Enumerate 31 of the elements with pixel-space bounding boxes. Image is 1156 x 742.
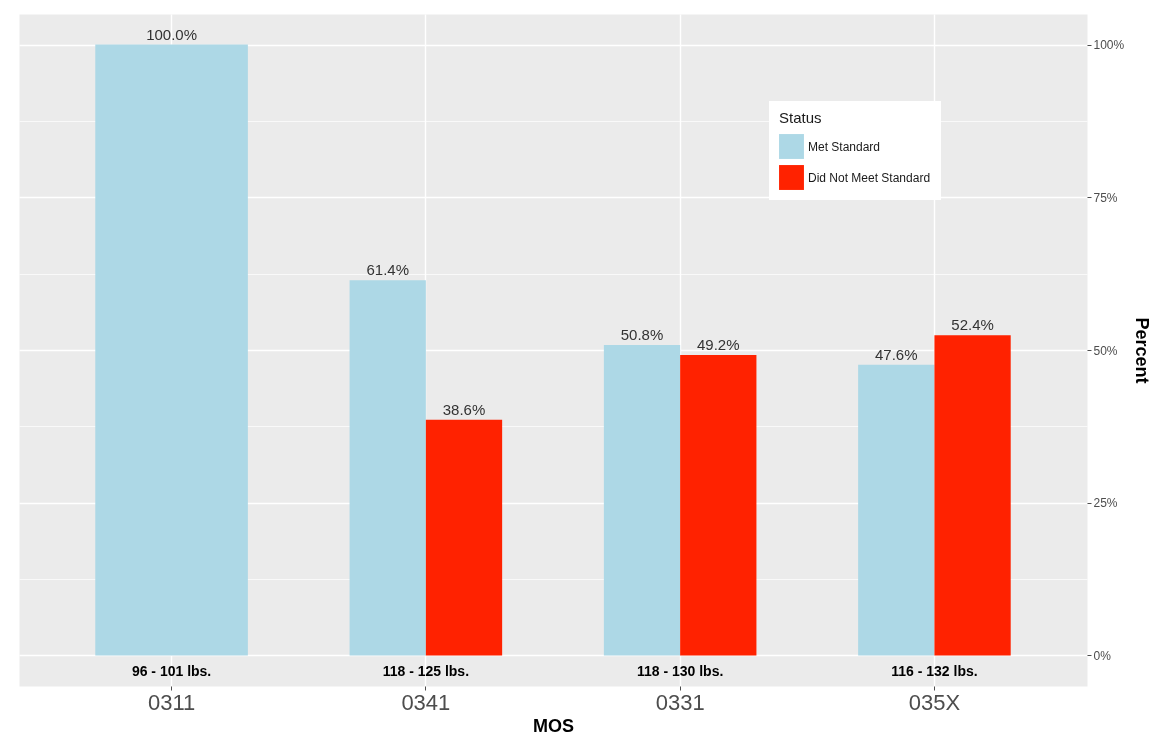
- x-tick-label: 0331: [655, 689, 705, 715]
- annotation: 118 - 125 lbs.: [382, 663, 470, 679]
- bar: [603, 345, 681, 656]
- y-tick-label: 100%: [1093, 38, 1125, 53]
- x-axis-title: MOS: [532, 715, 575, 736]
- y-tick-label: 25%: [1093, 496, 1118, 511]
- y-axis-title: Percent: [1132, 317, 1153, 384]
- bar: [349, 280, 426, 656]
- bar: [425, 419, 503, 656]
- bar: [934, 335, 1011, 656]
- data-label: 100.0%: [146, 25, 198, 43]
- annotation: 96 - 101 lbs.: [131, 663, 212, 679]
- y-tick-label: 50%: [1093, 343, 1118, 358]
- data-label: 61.4%: [366, 261, 409, 279]
- x-tick-label: 0311: [147, 689, 196, 715]
- data-label: 49.2%: [697, 335, 740, 353]
- x-tick-label: 0341: [401, 689, 451, 715]
- data-label: 47.6%: [875, 345, 918, 363]
- y-tick-label: 0%: [1093, 648, 1112, 663]
- legend-label: Did Not Meet Standard: [808, 170, 931, 185]
- bar: [680, 354, 757, 656]
- data-label: 38.6%: [442, 400, 486, 418]
- annotation: 116 - 132 lbs.: [891, 663, 978, 679]
- data-label: 50.8%: [620, 326, 664, 344]
- bar: [858, 364, 935, 656]
- y-tick-label: 75%: [1093, 190, 1118, 205]
- x-tick-label: 035X: [908, 689, 961, 715]
- legend-title: Status: [779, 109, 822, 126]
- annotation: 118 - 130 lbs.: [636, 663, 724, 679]
- data-label: 52.4%: [951, 316, 994, 334]
- legend-label: Met Standard: [808, 139, 881, 154]
